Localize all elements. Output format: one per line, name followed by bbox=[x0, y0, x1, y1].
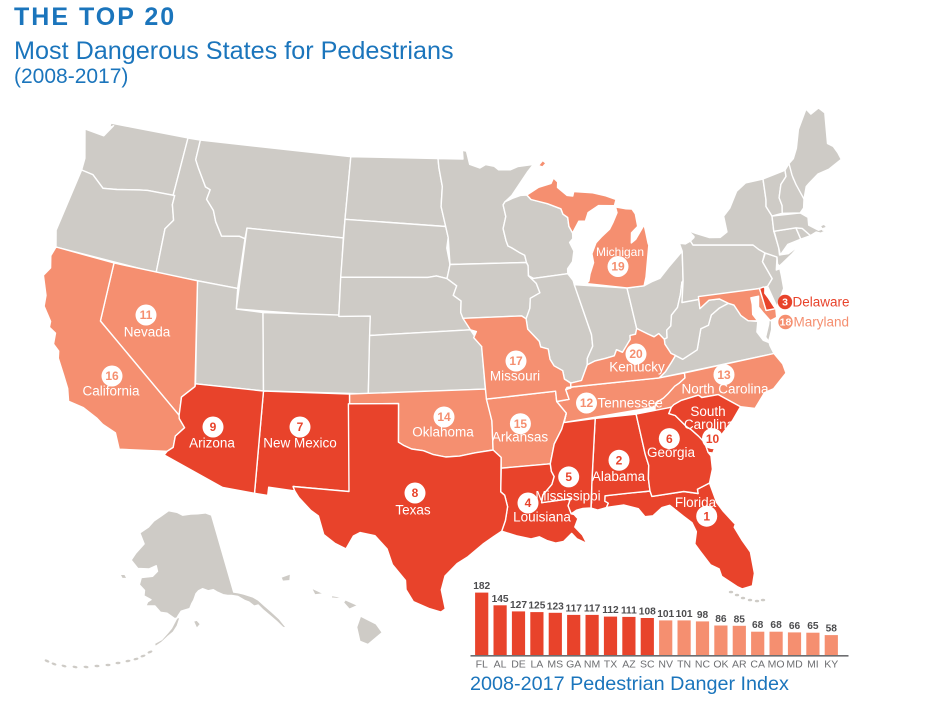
svg-text:Michigan: Michigan bbox=[596, 245, 644, 259]
svg-text:OK: OK bbox=[713, 659, 728, 671]
svg-text:KY: KY bbox=[824, 659, 838, 671]
svg-text:Arizona: Arizona bbox=[189, 436, 235, 451]
svg-text:MD: MD bbox=[786, 659, 803, 671]
svg-text:New Mexico: New Mexico bbox=[263, 436, 337, 451]
svg-text:Maryland: Maryland bbox=[794, 315, 850, 330]
svg-text:TX: TX bbox=[604, 659, 617, 671]
svg-text:Mississippi: Mississippi bbox=[535, 489, 600, 504]
svg-text:13: 13 bbox=[717, 368, 731, 382]
svg-text:2: 2 bbox=[616, 454, 623, 468]
svg-text:CA: CA bbox=[750, 659, 765, 671]
svg-text:NM: NM bbox=[584, 659, 600, 671]
svg-text:86: 86 bbox=[715, 614, 727, 625]
svg-text:65: 65 bbox=[807, 621, 819, 632]
svg-text:16: 16 bbox=[105, 369, 119, 383]
svg-text:123: 123 bbox=[547, 601, 564, 612]
svg-text:20: 20 bbox=[629, 347, 643, 361]
svg-text:AL: AL bbox=[494, 659, 507, 671]
svg-text:NC: NC bbox=[695, 659, 711, 671]
svg-text:9: 9 bbox=[210, 420, 217, 434]
svg-text:12: 12 bbox=[580, 396, 594, 410]
svg-text:1: 1 bbox=[703, 509, 710, 523]
svg-text:Texas: Texas bbox=[395, 503, 431, 518]
svg-text:6: 6 bbox=[666, 432, 673, 446]
svg-text:15: 15 bbox=[514, 417, 528, 431]
svg-text:Nevada: Nevada bbox=[124, 325, 171, 340]
svg-text:NV: NV bbox=[658, 659, 673, 671]
svg-text:182: 182 bbox=[473, 581, 490, 592]
svg-text:MI: MI bbox=[807, 659, 819, 671]
svg-text:98: 98 bbox=[697, 610, 709, 621]
svg-text:85: 85 bbox=[734, 614, 746, 625]
svg-text:Louisiana: Louisiana bbox=[513, 510, 571, 525]
svg-text:145: 145 bbox=[492, 594, 509, 605]
svg-text:7: 7 bbox=[297, 420, 304, 434]
svg-text:AZ: AZ bbox=[622, 659, 636, 671]
svg-text:5: 5 bbox=[565, 470, 572, 484]
svg-text:Oklahoma: Oklahoma bbox=[412, 425, 474, 440]
svg-text:19: 19 bbox=[611, 260, 625, 274]
svg-text:LA: LA bbox=[530, 659, 543, 671]
svg-text:68: 68 bbox=[770, 620, 782, 631]
svg-text:18: 18 bbox=[780, 317, 792, 329]
svg-text:California: California bbox=[82, 384, 140, 399]
svg-text:GA: GA bbox=[566, 659, 581, 671]
svg-text:North Carolina: North Carolina bbox=[681, 382, 769, 397]
svg-text:SC: SC bbox=[640, 659, 655, 671]
svg-text:125: 125 bbox=[528, 601, 545, 612]
svg-text:66: 66 bbox=[789, 621, 801, 632]
svg-text:DE: DE bbox=[511, 659, 526, 671]
svg-text:68: 68 bbox=[752, 620, 764, 631]
svg-text:108: 108 bbox=[639, 607, 656, 618]
svg-text:127: 127 bbox=[510, 600, 527, 611]
svg-text:14: 14 bbox=[437, 410, 451, 424]
svg-text:AR: AR bbox=[732, 659, 747, 671]
svg-text:MS: MS bbox=[547, 659, 563, 671]
svg-text:TN: TN bbox=[677, 659, 691, 671]
svg-text:117: 117 bbox=[565, 603, 582, 614]
svg-text:Delaware: Delaware bbox=[793, 295, 850, 310]
svg-text:Georgia: Georgia bbox=[647, 445, 696, 460]
svg-text:111: 111 bbox=[621, 605, 637, 616]
svg-text:8: 8 bbox=[412, 486, 419, 500]
svg-text:Kentucky: Kentucky bbox=[609, 360, 665, 375]
svg-text:10: 10 bbox=[706, 432, 720, 446]
svg-text:Tennessee: Tennessee bbox=[598, 396, 663, 411]
svg-text:101: 101 bbox=[657, 609, 674, 620]
svg-text:Florida: Florida bbox=[675, 495, 717, 510]
svg-text:17: 17 bbox=[509, 354, 523, 368]
svg-text:South: South bbox=[690, 404, 725, 419]
svg-text:Alabama: Alabama bbox=[592, 469, 646, 484]
svg-text:58: 58 bbox=[826, 624, 838, 635]
svg-text:4: 4 bbox=[525, 496, 532, 510]
svg-text:117: 117 bbox=[584, 603, 601, 614]
svg-text:3: 3 bbox=[782, 297, 788, 309]
svg-text:Missouri: Missouri bbox=[490, 369, 540, 384]
svg-text:112: 112 bbox=[602, 605, 619, 616]
svg-text:11: 11 bbox=[140, 308, 153, 322]
svg-text:Carolina: Carolina bbox=[684, 417, 735, 432]
svg-text:MO: MO bbox=[768, 659, 785, 671]
svg-text:101: 101 bbox=[676, 609, 693, 620]
svg-text:Arkansas: Arkansas bbox=[492, 430, 549, 445]
svg-text:FL: FL bbox=[476, 659, 488, 671]
